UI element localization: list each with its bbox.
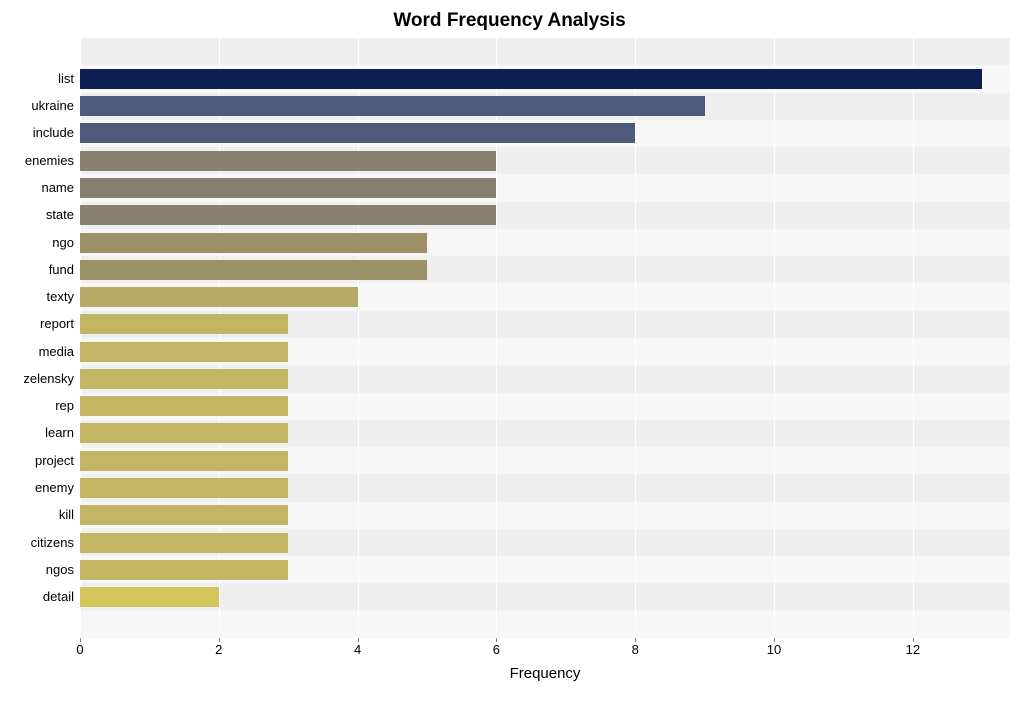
x-tick-label: 0 xyxy=(76,642,83,657)
y-tick-label: include xyxy=(4,123,74,143)
bar xyxy=(80,123,635,143)
bar xyxy=(80,587,219,607)
bar xyxy=(80,96,705,116)
y-tick-label: enemy xyxy=(4,478,74,498)
bar xyxy=(80,533,288,553)
bar xyxy=(80,233,427,253)
y-tick-label: list xyxy=(4,69,74,89)
y-tick-label: project xyxy=(4,451,74,471)
chart-title: Word Frequency Analysis xyxy=(0,10,1019,32)
bar xyxy=(80,287,358,307)
x-tick-label: 6 xyxy=(493,642,500,657)
bar xyxy=(80,314,288,334)
y-tick-label: zelensky xyxy=(4,369,74,389)
y-tick-label: media xyxy=(4,342,74,362)
x-tick-label: 12 xyxy=(906,642,920,657)
y-tick-label: ngo xyxy=(4,233,74,253)
bar xyxy=(80,342,288,362)
y-tick-label: rep xyxy=(4,396,74,416)
bar xyxy=(80,151,496,171)
y-tick-label: fund xyxy=(4,260,74,280)
y-tick-label: citizens xyxy=(4,533,74,553)
grid-line xyxy=(913,38,914,638)
bar xyxy=(80,451,288,471)
y-tick-label: ngos xyxy=(4,560,74,580)
y-tick-label: texty xyxy=(4,287,74,307)
y-tick-label: ukraine xyxy=(4,96,74,116)
bar xyxy=(80,205,496,225)
y-tick-label: name xyxy=(4,178,74,198)
x-tick-label: 8 xyxy=(632,642,639,657)
y-tick-label: report xyxy=(4,314,74,334)
y-tick-label: kill xyxy=(4,505,74,525)
y-tick-label: learn xyxy=(4,423,74,443)
x-tick-label: 10 xyxy=(767,642,781,657)
bar xyxy=(80,423,288,443)
bar xyxy=(80,178,496,198)
bar xyxy=(80,478,288,498)
grid-line xyxy=(635,38,636,638)
x-tick-label: 4 xyxy=(354,642,361,657)
bar xyxy=(80,369,288,389)
bar xyxy=(80,69,982,89)
x-tick-label: 2 xyxy=(215,642,222,657)
chart-container: Word Frequency Analysis Frequency list uk… xyxy=(0,0,1019,701)
y-tick-label: enemies xyxy=(4,151,74,171)
grid-line xyxy=(774,38,775,638)
bar xyxy=(80,560,288,580)
bar xyxy=(80,260,427,280)
x-axis-title: Frequency xyxy=(80,665,1010,682)
y-tick-label: detail xyxy=(4,587,74,607)
bar xyxy=(80,505,288,525)
plot-area xyxy=(80,38,1010,638)
y-tick-label: state xyxy=(4,205,74,225)
bar xyxy=(80,396,288,416)
